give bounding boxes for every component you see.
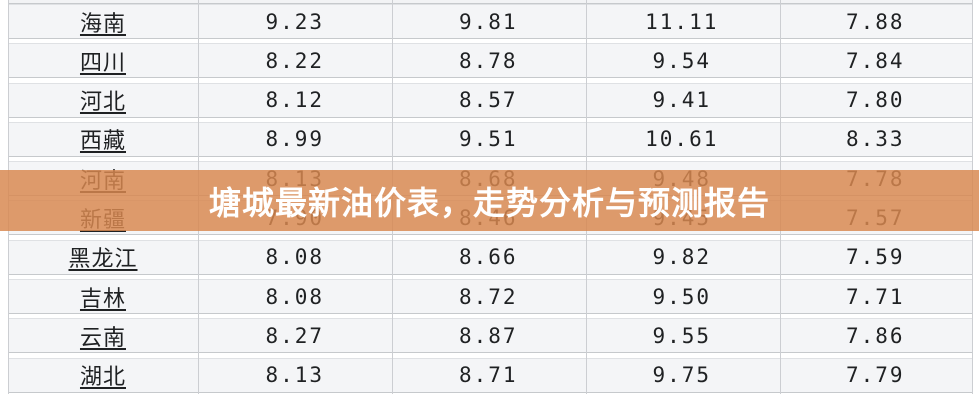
province-cell: 西藏 [8, 123, 198, 156]
province-cell: 湖北 [8, 359, 198, 392]
price-cell: 8.57 [458, 88, 518, 113]
province-cell: 黑龙江 [8, 241, 198, 274]
province-cell: 云南 [8, 319, 198, 352]
table-row: 西藏 8.99 9.51 10.61 8.33 [8, 121, 972, 157]
province-link[interactable]: 西藏 [79, 129, 126, 155]
price-cell: 10.61 [645, 127, 719, 152]
province-link[interactable]: 吉林 [79, 286, 126, 312]
price-cell: 9.23 [265, 9, 325, 34]
table-row: 四川 8.22 8.78 9.54 7.84 [8, 43, 972, 79]
headline-title: 塘城最新油价表，走势分析与预测报告 [208, 183, 770, 222]
province-cell: 四川 [8, 44, 198, 77]
price-cell: 8.33 [845, 127, 905, 152]
table-row: 河北 8.12 8.57 9.41 7.80 [8, 82, 972, 118]
partial-top-row [8, 0, 972, 4]
price-cell: 8.78 [458, 48, 518, 73]
province-cell: 吉林 [8, 280, 198, 313]
province-link[interactable]: 河北 [79, 90, 126, 116]
table-row: 海南 9.23 9.81 11.11 7.88 [8, 4, 972, 39]
province-link[interactable]: 海南 [79, 11, 126, 37]
price-cell: 7.80 [845, 88, 905, 113]
table-row: 黑龙江 8.08 8.66 9.82 7.59 [8, 239, 972, 275]
price-cell: 7.79 [845, 363, 905, 388]
price-cell: 8.72 [458, 284, 518, 309]
province-link[interactable]: 云南 [79, 325, 126, 351]
price-cell: 8.71 [458, 363, 518, 388]
price-cell: 9.82 [652, 245, 712, 270]
headline-banner: 塘城最新油价表，走势分析与预测报告 [0, 170, 979, 231]
price-cell: 8.87 [458, 323, 518, 348]
price-cell: 7.71 [845, 284, 905, 309]
price-cell: 7.86 [845, 323, 905, 348]
price-cell: 8.99 [265, 127, 325, 152]
province-cell: 海南 [8, 5, 198, 38]
price-cell: 8.12 [265, 88, 325, 113]
price-cell: 7.84 [845, 48, 905, 73]
province-link[interactable]: 黑龙江 [68, 247, 138, 273]
table-row: 吉林 8.08 8.72 9.50 7.71 [8, 279, 972, 315]
price-cell: 9.50 [652, 284, 712, 309]
price-cell: 9.51 [458, 127, 518, 152]
price-cell: 8.27 [265, 323, 325, 348]
price-cell: 11.11 [645, 9, 719, 34]
table-row: 云南 8.27 8.87 9.55 7.86 [8, 318, 972, 354]
price-cell: 8.13 [265, 363, 325, 388]
price-cell: 8.08 [265, 284, 325, 309]
province-cell: 河北 [8, 84, 198, 117]
price-cell: 9.54 [652, 48, 712, 73]
price-cell: 8.08 [265, 245, 325, 270]
price-cell: 9.41 [652, 88, 712, 113]
price-cell: 8.22 [265, 48, 325, 73]
price-cell: 9.75 [652, 363, 712, 388]
province-link[interactable]: 湖北 [79, 365, 126, 391]
price-cell: 9.81 [458, 9, 518, 34]
price-cell: 7.59 [845, 245, 905, 270]
price-cell: 9.55 [652, 323, 712, 348]
province-link[interactable]: 四川 [79, 50, 126, 76]
table-row: 湖北 8.13 8.71 9.75 7.79 [8, 357, 972, 393]
price-cell: 8.66 [458, 245, 518, 270]
price-cell: 7.88 [845, 9, 905, 34]
